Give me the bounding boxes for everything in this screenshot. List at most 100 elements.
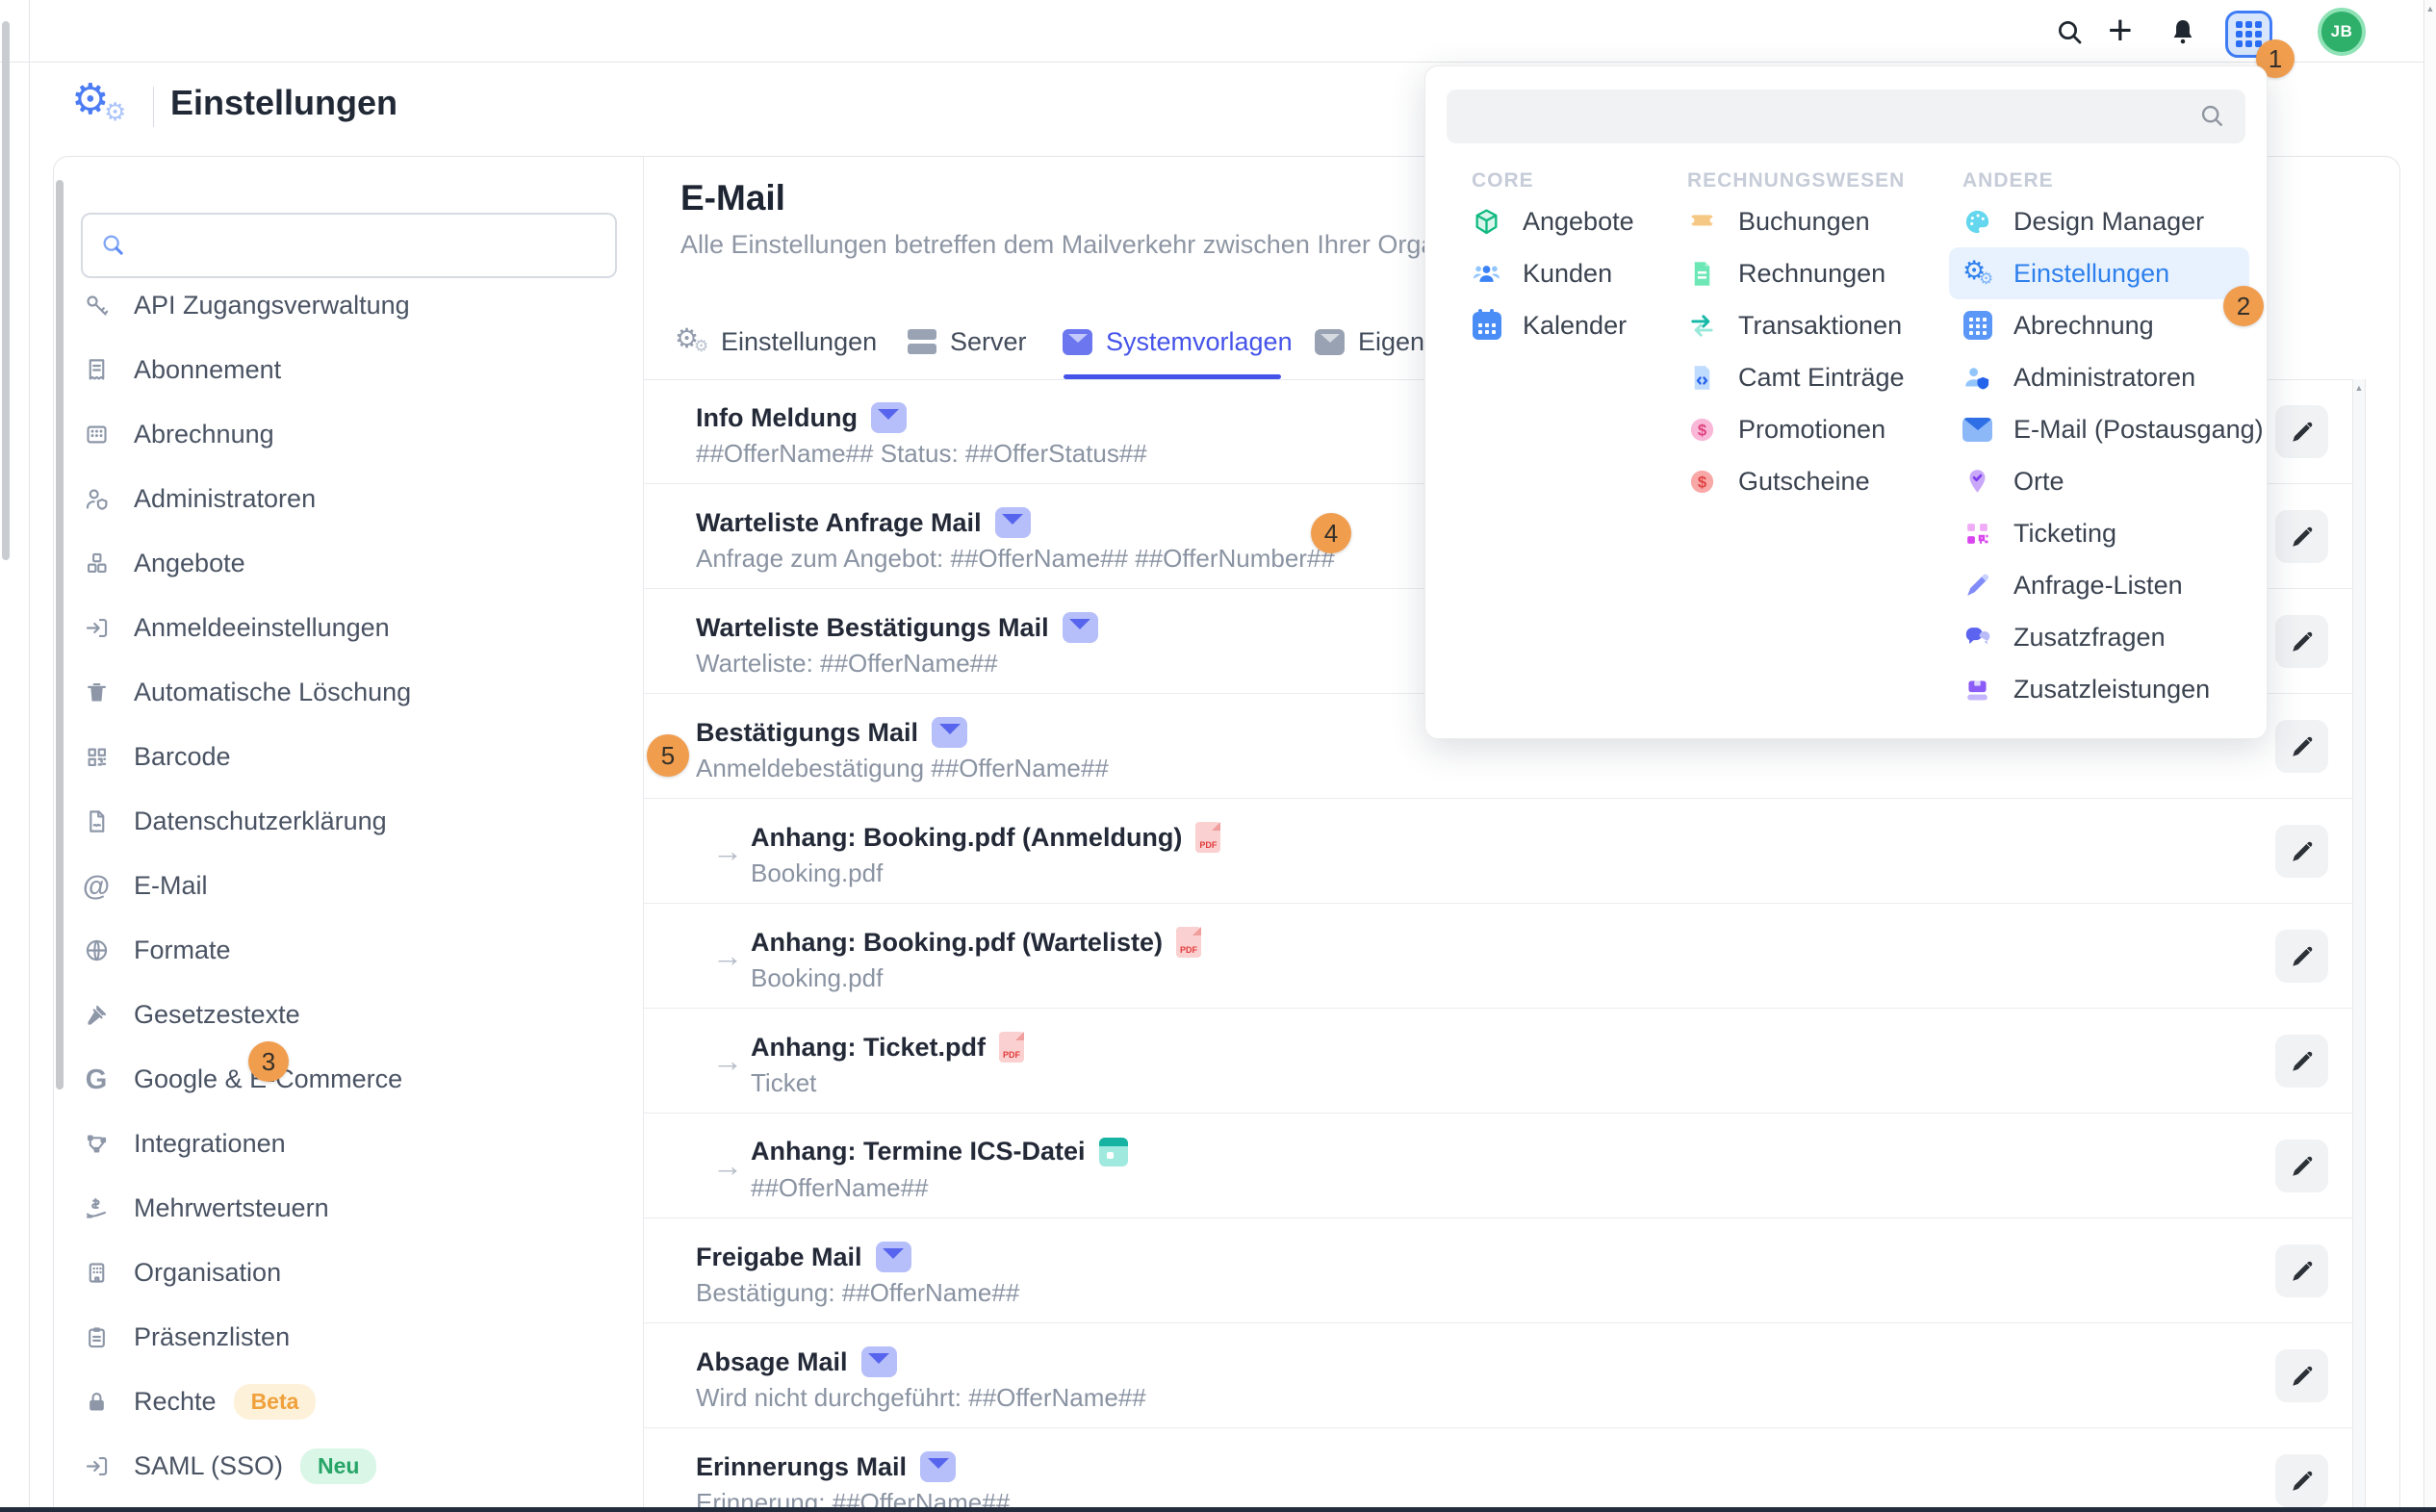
gavel-icon — [88, 1005, 106, 1025]
pencil-icon — [2292, 736, 2312, 756]
template-row-anhang-ticket[interactable]: →Anhang: Ticket.pdfTicket — [643, 1009, 2352, 1114]
app-item-einstellungen[interactable]: ⚙ ⚙ Einstellungen — [1949, 247, 2249, 299]
search-icon — [2201, 105, 2222, 126]
mail-template-icon — [860, 1346, 897, 1377]
sidebar-item-abrechnung[interactable]: Abrechnung — [54, 402, 642, 467]
sidebar-item-automatische-loeschung[interactable]: Automatische Löschung — [54, 660, 642, 725]
scroll-up-arrow[interactable]: ▲ — [2425, 4, 2435, 13]
sidebar-item-google-ecommerce[interactable]: G Google & E-Commerce — [85, 1064, 403, 1095]
app-item-angebote[interactable]: Angebote — [1458, 195, 1660, 247]
sidebar-item-integrationen[interactable]: Integrationen — [54, 1112, 642, 1176]
template-row-warteliste-bestaetigung[interactable]: Warteliste Bestätigungs Mail Warteliste: … — [643, 589, 2352, 694]
palette-icon — [1965, 210, 1989, 233]
app-item-rechnungen[interactable]: Rechnungen — [1674, 247, 1934, 299]
page-scrollbar-thumb[interactable] — [2, 21, 10, 560]
template-row-warteliste-anfrage[interactable]: Warteliste Anfrage Mail Anfrage zum Angeb… — [643, 484, 2352, 589]
avatar-initials: JB — [2330, 22, 2353, 40]
app-item-zusatzleistungen[interactable]: Zusatzleistungen — [1949, 663, 2249, 715]
app-item-buchungen[interactable]: Buchungen — [1674, 195, 1934, 247]
add-icon[interactable]: + — [2108, 7, 2133, 54]
step-badge-4: 4 — [1311, 513, 1351, 553]
tab-server[interactable]: Server — [908, 322, 1027, 361]
edit-button[interactable] — [2275, 825, 2328, 878]
sidebar-item-organisation[interactable]: Organisation — [54, 1241, 642, 1305]
sidebar-item-angebote[interactable]: Angebote — [54, 531, 642, 596]
pencil-icon — [2292, 1471, 2312, 1491]
sidebar-main-divider — [643, 157, 644, 1512]
app-item-gutscheine[interactable]: $ Gutscheine — [1674, 455, 1934, 507]
page-scrollbar[interactable]: ▲ — [2423, 0, 2436, 1512]
tab-systemvorlagen[interactable]: Systemvorlagen — [1063, 322, 1293, 361]
beta-badge: Beta — [233, 1384, 317, 1420]
app-item-ticketing[interactable]: Ticketing — [1949, 507, 2249, 559]
sidebar-item-saml-sso[interactable]: SAML (SSO) Neu — [54, 1434, 642, 1499]
billing-grid-icon — [1962, 311, 1992, 340]
sidebar-item-mehrwertsteuern[interactable]: Mehrwertsteuern — [54, 1176, 642, 1241]
list-scrollbar-thumb[interactable] — [56, 180, 64, 1089]
sidebar-item-administratoren[interactable]: Administratoren — [54, 467, 642, 531]
sidebar-item-gesetzestexte[interactable]: Gesetzestexte — [54, 983, 642, 1047]
scroll-up-arrow[interactable]: ▲ — [2354, 383, 2364, 393]
sub-item-arrow-icon: → — [712, 938, 743, 973]
edit-button[interactable] — [2275, 1454, 2328, 1507]
server-icon — [908, 329, 936, 354]
section-header: CORE — [1472, 169, 1534, 192]
edit-button[interactable] — [2275, 510, 2328, 563]
template-row-anhang-booking-anmeldung[interactable]: →Anhang: Booking.pdf (Anmeldung)Booking.… — [643, 799, 2352, 904]
abacus-icon — [86, 425, 107, 444]
template-row-anhang-termine-ics[interactable]: → Anhang: Termine ICS-Datei ##OfferName## — [643, 1114, 2352, 1218]
sidebar-item-praesenzlisten[interactable]: Präsenzlisten — [54, 1305, 642, 1370]
app-item-anfrage-listen[interactable]: Anfrage-Listen — [1949, 559, 2249, 611]
edit-button[interactable] — [2275, 1349, 2328, 1402]
edit-button[interactable] — [2275, 615, 2328, 668]
mail-template-icon — [875, 1242, 911, 1272]
app-item-abrechnung[interactable]: Abrechnung — [1949, 299, 2249, 351]
sidebar-item-barcode[interactable]: Barcode — [54, 725, 642, 789]
tab-einstellungen[interactable]: ⚙ ⚙ Einstellungen — [675, 322, 878, 356]
app-item-email-postausgang[interactable]: E-Mail (Postausgang) — [1949, 403, 2264, 455]
window-bottom-edge — [0, 1507, 2436, 1512]
sub-item-arrow-icon: → — [712, 833, 743, 868]
globe-icon — [86, 939, 107, 961]
edit-button[interactable] — [2275, 930, 2328, 983]
app-item-transaktionen[interactable]: Transaktionen — [1674, 299, 1934, 351]
edit-button[interactable] — [2275, 405, 2328, 458]
launcher-section-core: CORE Angebote Kunden Kalender — [1458, 167, 1660, 351]
edit-button[interactable] — [2275, 720, 2328, 773]
sidebar-item-abonnement[interactable]: Abonnement — [54, 338, 642, 402]
template-row-erinnerungs-mail[interactable]: Erinnerungs Mail Erinnerung: ##OfferName#… — [643, 1428, 2352, 1512]
app-item-orte[interactable]: Orte — [1949, 455, 2249, 507]
app-item-kalender[interactable]: Kalender — [1458, 299, 1660, 351]
edit-button[interactable] — [2275, 1035, 2328, 1088]
avatar[interactable]: JB — [2318, 8, 2366, 56]
transfer-arrows-icon — [1691, 314, 1713, 337]
template-row-absage-mail[interactable]: Absage Mail Wird nicht durchgeführt: ##Of… — [643, 1323, 2352, 1428]
app-launcher-panel: CORE Angebote Kunden Kalender RECHNUNGSW… — [1424, 65, 2268, 739]
sidebar-search-input[interactable] — [141, 225, 615, 266]
sidebar-item-formate[interactable]: Formate — [54, 918, 642, 983]
template-row-bestaetigungs-mail[interactable]: 5 Bestätigungs Mail Anmeldebestätigung ##O… — [643, 694, 2352, 799]
notifications-bell-icon[interactable] — [2167, 15, 2198, 48]
app-item-zusatzfragen[interactable]: Zusatzfragen — [1949, 611, 2249, 663]
list-scrollbar[interactable]: ▲ — [2352, 379, 2366, 1512]
sidebar-item-api-zugangsverwaltung[interactable]: API Zugangsverwaltung — [54, 273, 642, 338]
app-item-kunden[interactable]: Kunden — [1458, 247, 1660, 299]
sidebar-item-datenschutzerklaerung[interactable]: Datenschutzerklärung — [54, 789, 642, 854]
template-row-anhang-booking-warteliste[interactable]: →Anhang: Booking.pdf (Warteliste)Booking… — [643, 904, 2352, 1009]
search-icon[interactable] — [2056, 18, 2085, 47]
app-item-administratoren[interactable]: Administratoren — [1949, 351, 2249, 403]
search-icon — [103, 235, 123, 255]
sidebar-item-anmeldeeinstellungen[interactable]: Anmeldeeinstellungen — [54, 596, 642, 660]
app-item-design-manager[interactable]: Design Manager — [1949, 195, 2249, 247]
edit-button[interactable] — [2275, 1140, 2328, 1192]
template-row-freigabe-mail[interactable]: Freigabe Mail Bestätigung: ##OfferName## — [643, 1218, 2352, 1323]
key-icon — [86, 295, 108, 316]
edit-button[interactable] — [2275, 1244, 2328, 1297]
launcher-search-input[interactable] — [1466, 96, 2199, 137]
app-item-camt-eintraege[interactable]: Camt Einträge — [1674, 351, 1934, 403]
sidebar-item-rechte[interactable]: Rechte Beta — [54, 1370, 642, 1434]
tab-eigene[interactable]: Eigene — [1315, 322, 1439, 361]
sidebar-item-email[interactable]: @ E-Mail — [82, 870, 208, 902]
app-item-promotionen[interactable]: $ Promotionen — [1674, 403, 1934, 455]
